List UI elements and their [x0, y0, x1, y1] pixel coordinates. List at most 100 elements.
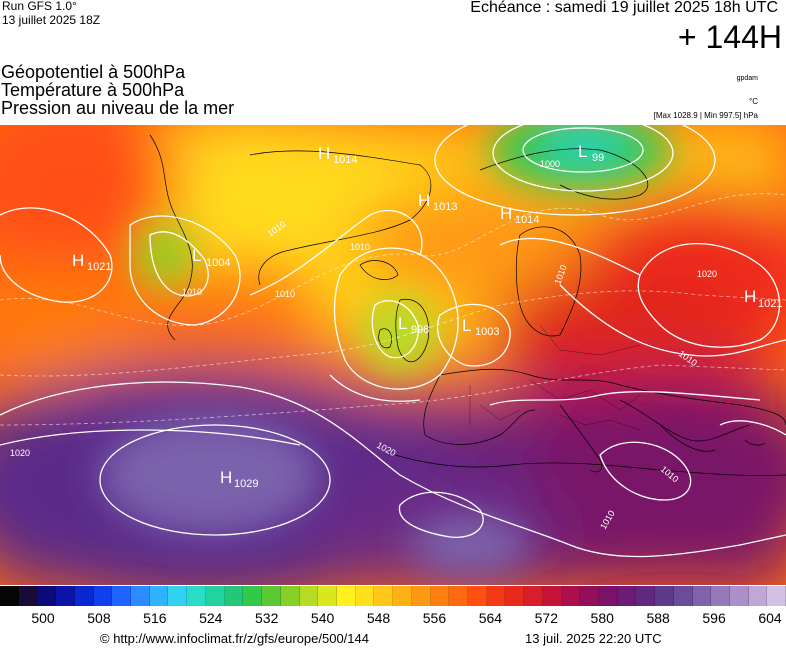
run-date: 13 juillet 2025 18Z [2, 13, 101, 27]
title-geopotential: Géopotentiel à 500hPa [1, 62, 186, 82]
scale-swatch [636, 586, 656, 606]
scale-swatch [524, 586, 543, 606]
scale-swatch [74, 586, 94, 606]
scale-swatch [730, 586, 749, 606]
scale-swatch [655, 586, 674, 606]
title-temperature: Température à 500hPa [1, 80, 185, 100]
issued-time: 13 juil. 2025 22:20 UTC [525, 631, 662, 646]
pressure-center-value: 1021 [87, 261, 111, 273]
pressure-center-value: 998 [411, 324, 429, 336]
map-titles: Géopotentiel à 500hPa Température à 500h… [1, 63, 234, 117]
scale-tick-label: 556 [422, 610, 447, 626]
unit-temperature: °C [749, 97, 758, 106]
scale-swatch [430, 586, 450, 606]
pressure-center-value: 1003 [475, 326, 499, 338]
scale-swatch [599, 586, 618, 606]
scale-swatch [131, 586, 150, 606]
scale-swatch [673, 586, 693, 606]
pressure-centers: H 1014 L 99 H 1013 H 1014 H 1021 L 1004 … [72, 142, 782, 490]
scale-swatch [318, 586, 337, 606]
scale-swatch [767, 586, 786, 606]
scale-tick-label: 516 [143, 610, 167, 626]
scale-swatch [748, 586, 768, 606]
isobar-label: 1010 [182, 287, 202, 297]
scale-tick-label: 564 [478, 610, 503, 626]
scale-swatch [299, 586, 319, 606]
pressure-center-type: H [220, 468, 232, 487]
pressure-center-type: L [192, 246, 201, 265]
scale-swatch [449, 586, 468, 606]
scale-swatch [37, 586, 57, 606]
scale-swatch [467, 586, 487, 606]
isobars [0, 125, 786, 558]
scale-swatch [505, 586, 525, 606]
scale-swatch [224, 586, 244, 606]
scale-tick-label: 588 [646, 610, 670, 626]
copyright-source: © http://www.infoclimat.fr/z/gfs/europe/… [100, 631, 369, 646]
scale-swatch [112, 586, 132, 606]
pressure-center-value: 1029 [234, 478, 258, 490]
pressure-center-type: L [462, 316, 471, 335]
scale-swatch [56, 586, 75, 606]
scale-tick-label: 548 [366, 610, 391, 626]
unit-geopotential: gpdam [736, 75, 758, 82]
scale-swatch [336, 586, 356, 606]
scale-tick-label: 532 [255, 610, 279, 626]
scale-swatch [411, 586, 431, 606]
isobar-label: 1010 [275, 289, 295, 299]
scale-swatch [393, 586, 412, 606]
isobar-label: 1000 [540, 159, 560, 169]
scale-tick-label: 540 [310, 610, 335, 626]
scale-swatch [542, 586, 562, 606]
pressure-center-type: H [500, 204, 512, 223]
isobar-label: 1020 [697, 269, 717, 279]
scale-swatch [205, 586, 225, 606]
scale-swatch [168, 586, 188, 606]
scale-tick-label: 500 [31, 610, 55, 626]
scale-swatch [149, 586, 169, 606]
scale-tick-label: 580 [590, 610, 614, 626]
scale-swatch [486, 586, 506, 606]
pressure-center-value: 1021 [758, 298, 782, 310]
isobar-label: 1010 [350, 242, 370, 252]
pressure-center-value: 99 [592, 152, 604, 164]
scale-swatch [280, 586, 300, 606]
borders [469, 324, 641, 431]
color-scale [0, 586, 786, 606]
field-anomalies [100, 125, 670, 575]
scale-swatch [561, 586, 581, 606]
scale-swatch [617, 586, 637, 606]
scale-swatch [711, 586, 731, 606]
pressure-max-min: [Max 1028.9 | Min 997.5] hPa [653, 111, 758, 120]
scale-tick-label: 524 [199, 610, 223, 626]
pressure-center-type: L [398, 314, 407, 333]
run-label: Run GFS 1.0° [2, 0, 77, 13]
scale-tick-label: 604 [758, 610, 782, 626]
pressure-center-value: 1013 [433, 201, 457, 213]
pressure-center-type: H [72, 251, 84, 270]
scale-swatch [355, 586, 375, 606]
coastlines [149, 134, 786, 476]
scale-swatch [580, 586, 599, 606]
pressure-center-type: H [318, 144, 330, 163]
scale-tick-label: 572 [534, 610, 558, 626]
pressure-center-type: L [578, 142, 587, 161]
isobar-label: 1020 [10, 448, 30, 458]
scale-swatch [187, 586, 206, 606]
scale-swatch [374, 586, 394, 606]
weather-map: H 1014 L 99 H 1013 H 1014 H 1021 L 1004 … [0, 125, 786, 585]
scale-tick-label: 596 [702, 610, 726, 626]
scale-swatch [243, 586, 263, 606]
forecast-valid-time: Echéance : samedi 19 juillet 2025 18h UT… [470, 0, 778, 16]
scale-tick-label: 508 [87, 610, 111, 626]
pressure-center-value: 1004 [206, 257, 230, 269]
pressure-center-type: H [418, 191, 430, 210]
title-pressure: Pression au niveau de la mer [1, 98, 235, 118]
pressure-center-value: 1014 [333, 154, 357, 166]
geopotential-contours [0, 193, 786, 426]
scale-swatch [692, 586, 712, 606]
color-scale-labels: 500 508 516 524 532 540 548 556 564 572 580 588 596 6… [0, 610, 786, 628]
scale-swatch [93, 586, 113, 606]
scale-swatch [18, 586, 38, 606]
forecast-lead-time: + 144H [677, 19, 782, 55]
